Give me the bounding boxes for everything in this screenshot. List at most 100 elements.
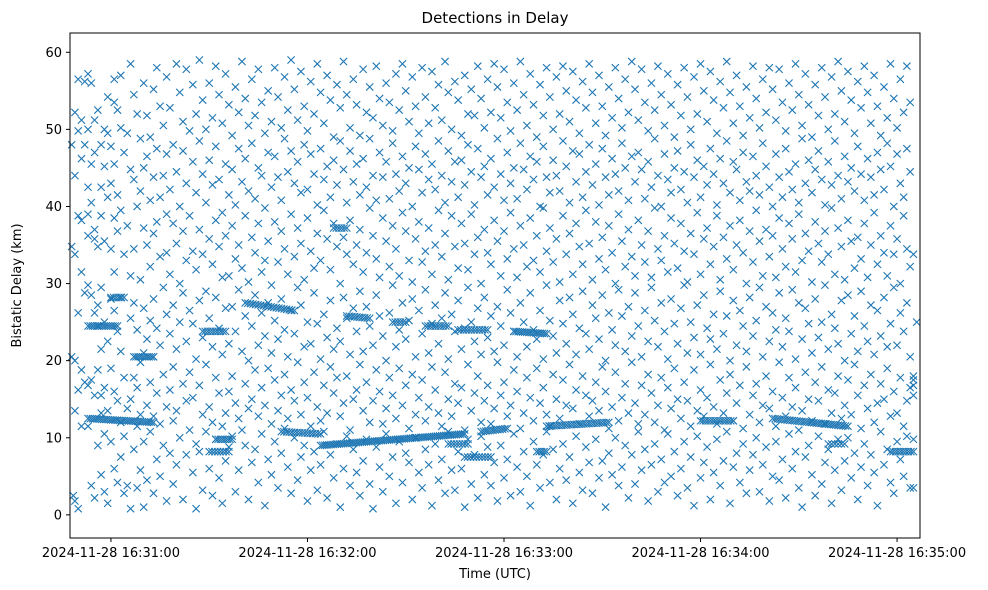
data-point <box>270 63 279 72</box>
data-point <box>644 370 653 379</box>
data-point <box>267 348 276 357</box>
data-point <box>876 231 885 240</box>
data-point <box>87 291 96 300</box>
data-point <box>899 472 908 481</box>
data-point <box>133 109 142 118</box>
data-point <box>578 287 587 296</box>
data-point <box>614 210 623 219</box>
data-point <box>398 298 407 307</box>
data-point <box>637 466 646 475</box>
data-point <box>857 254 866 263</box>
data-point <box>175 202 184 211</box>
data-point <box>712 435 721 444</box>
data-point <box>680 247 689 256</box>
data-point <box>876 131 885 140</box>
data-point <box>188 468 197 477</box>
data-point <box>614 481 623 490</box>
data-point <box>794 210 803 219</box>
data-point <box>84 210 93 219</box>
data-point <box>336 136 345 145</box>
data-point <box>277 196 286 205</box>
data-point <box>591 378 600 387</box>
data-point <box>296 301 305 310</box>
data-point <box>267 419 276 428</box>
data-point <box>483 248 492 257</box>
data-point <box>798 121 807 130</box>
data-point <box>215 473 224 482</box>
data-point <box>742 279 751 288</box>
data-point <box>866 241 875 250</box>
data-point <box>234 108 243 117</box>
data-point <box>879 248 888 257</box>
data-point <box>513 194 522 203</box>
data-point <box>120 373 129 382</box>
data-point <box>608 402 617 411</box>
data-point <box>372 196 381 205</box>
data-point <box>408 278 417 287</box>
data-point <box>218 208 227 217</box>
data-point <box>110 98 119 107</box>
data-point <box>883 364 892 373</box>
data-point <box>363 314 372 322</box>
data-point <box>444 275 453 284</box>
data-point <box>889 202 898 211</box>
data-point <box>296 67 305 76</box>
data-point <box>300 441 309 450</box>
data-point <box>378 332 387 340</box>
data-point <box>739 321 748 330</box>
data-point <box>853 233 862 242</box>
data-point <box>149 412 158 421</box>
data-point <box>159 283 168 292</box>
data-point <box>461 439 470 448</box>
data-point <box>883 445 892 454</box>
data-point <box>490 347 499 356</box>
data-point <box>663 355 672 364</box>
data-point <box>152 217 161 226</box>
data-point <box>129 90 138 99</box>
data-point <box>745 466 754 475</box>
data-point <box>513 387 522 396</box>
data-point <box>670 319 679 328</box>
data-point <box>893 150 902 159</box>
data-point <box>359 65 368 74</box>
data-point <box>742 362 751 371</box>
data-point <box>139 79 148 88</box>
data-point <box>673 395 682 404</box>
data-point <box>532 364 541 373</box>
data-point <box>290 179 299 188</box>
data-point <box>522 121 531 130</box>
data-point <box>195 296 204 305</box>
x-tick-label: 2024-11-28 16:32:00 <box>238 546 376 561</box>
data-point <box>565 293 574 302</box>
data-point <box>843 291 852 300</box>
data-point <box>303 185 312 194</box>
data-point <box>146 378 155 387</box>
data-point <box>123 129 132 138</box>
data-point <box>241 211 250 220</box>
data-point <box>431 103 440 112</box>
data-point <box>113 396 122 405</box>
data-point <box>398 208 407 217</box>
data-point <box>444 146 453 155</box>
data-point <box>113 106 122 115</box>
data-point <box>277 227 286 236</box>
data-point <box>703 393 712 402</box>
data-point <box>480 225 489 234</box>
data-point <box>375 387 384 396</box>
data-point <box>156 419 165 428</box>
data-point <box>608 248 617 257</box>
data-point <box>218 119 227 128</box>
data-point <box>788 464 797 473</box>
data-point <box>591 314 600 323</box>
data-point <box>290 396 299 405</box>
data-point <box>80 140 89 149</box>
data-point <box>270 316 279 325</box>
data-point <box>486 260 495 269</box>
data-point <box>244 404 253 413</box>
data-point <box>483 333 492 342</box>
data-point <box>549 156 558 165</box>
data-point <box>752 379 761 388</box>
data-point <box>346 123 355 132</box>
data-point <box>853 347 862 356</box>
data-point <box>627 57 636 66</box>
